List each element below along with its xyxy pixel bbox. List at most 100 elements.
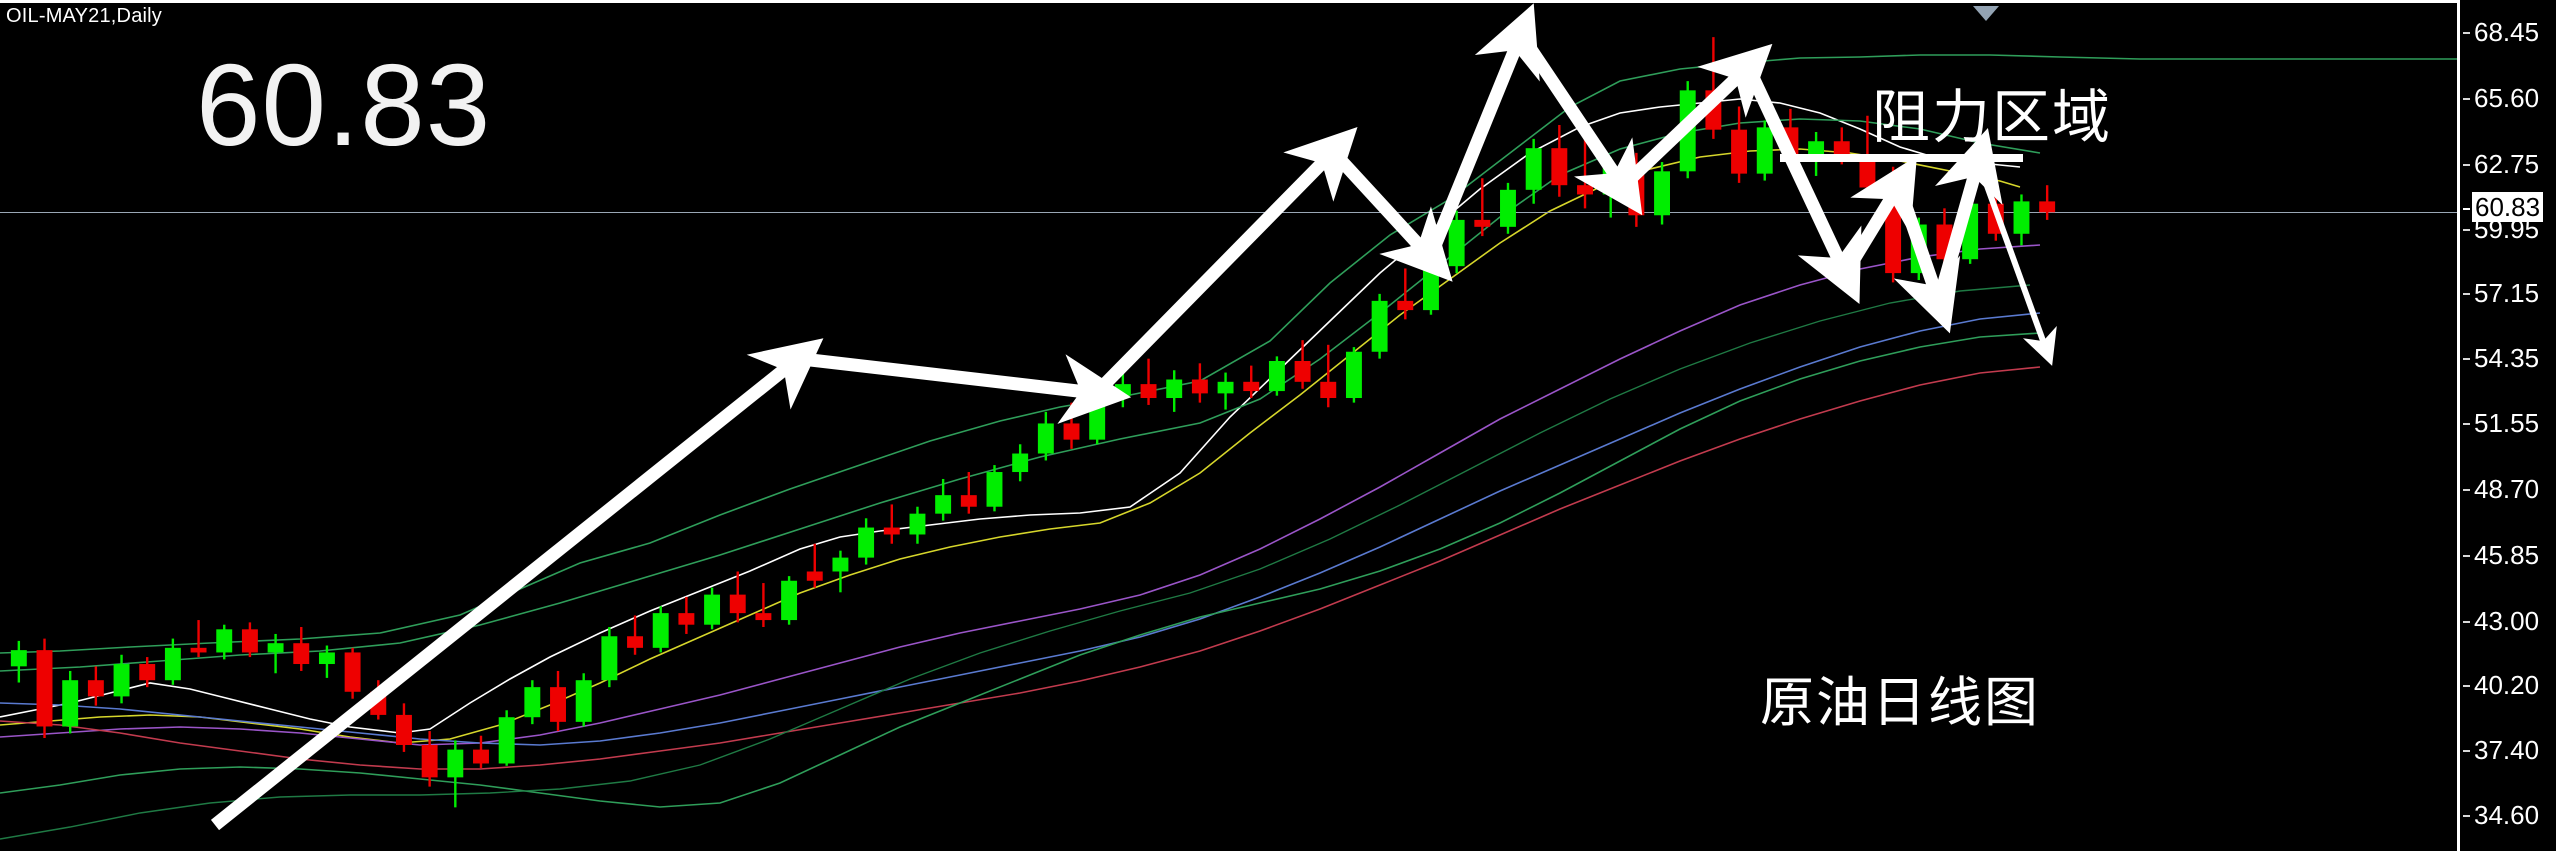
candle-body (498, 717, 515, 764)
candle[interactable] (1448, 210, 1465, 274)
candle[interactable] (164, 638, 181, 685)
candle-body (1320, 381, 1337, 399)
candle-body (1731, 129, 1748, 174)
candle-body (241, 629, 258, 653)
candle[interactable] (1166, 370, 1183, 412)
candle[interactable] (1500, 182, 1516, 234)
candle[interactable] (678, 596, 695, 634)
candle[interactable] (318, 645, 335, 678)
candle-body (575, 680, 592, 722)
swing-up-1 (1425, 3, 1540, 256)
candle[interactable] (241, 622, 258, 658)
candle[interactable] (10, 640, 27, 683)
candle[interactable] (1551, 125, 1568, 197)
candle[interactable] (960, 472, 977, 514)
candle[interactable] (2013, 194, 2030, 246)
candle[interactable] (421, 731, 438, 787)
price-axis[interactable]: 68.45 65.60 62.75 59.95 57.15 54.35 51.55 48.70… (2463, 0, 2556, 851)
tick-mark (2463, 97, 2470, 100)
candle[interactable] (1217, 372, 1234, 410)
candle[interactable] (1191, 363, 1208, 403)
candle[interactable] (216, 624, 233, 660)
candle[interactable] (1037, 411, 1054, 461)
candle-body (139, 664, 156, 681)
candle[interactable] (806, 543, 823, 588)
candle-body (1551, 148, 1568, 186)
candle-body (1140, 384, 1157, 399)
tick-mark (2463, 815, 2470, 817)
candle[interactable] (1012, 444, 1029, 482)
candle-body (190, 647, 207, 653)
tick-mark (2463, 750, 2470, 753)
candle[interactable] (575, 673, 592, 727)
candle[interactable] (627, 615, 643, 655)
candle[interactable] (113, 654, 130, 704)
current-price-line (0, 212, 2457, 214)
candle[interactable] (1243, 365, 1260, 399)
candle[interactable] (524, 680, 541, 725)
candle-body (935, 495, 952, 514)
candle[interactable] (883, 504, 900, 544)
candle[interactable] (935, 478, 952, 521)
candle[interactable] (267, 633, 284, 674)
candle[interactable] (1345, 347, 1362, 403)
chart-plot-area[interactable]: OIL-MAY21,Daily 60.83 阻力区域 原油日线图 (0, 0, 2460, 851)
tick-mark (2463, 554, 2470, 557)
candle[interactable] (1756, 120, 1773, 181)
candle[interactable] (1294, 340, 1311, 389)
resistance-zone-line (1780, 154, 2023, 162)
candle[interactable] (190, 620, 207, 658)
candle[interactable] (1525, 138, 1542, 204)
candle[interactable] (1731, 106, 1748, 183)
candle-body (1756, 127, 1773, 174)
candle-body (1268, 360, 1285, 392)
resistance-zone-label: 阻力区域 (1872, 83, 2113, 151)
candle[interactable] (1320, 344, 1337, 408)
candle-body (87, 680, 104, 697)
candle[interactable] (1474, 178, 1491, 237)
candle[interactable] (704, 587, 721, 630)
forecast-down-arrow (1975, 159, 2057, 366)
candle[interactable] (1654, 162, 1670, 225)
swing-down-4 (1893, 186, 1961, 334)
candle[interactable] (473, 735, 489, 769)
candle-body (2039, 201, 2056, 213)
candle[interactable] (832, 550, 849, 593)
candle[interactable] (344, 647, 361, 699)
candle[interactable] (652, 606, 669, 653)
tick-mark (2463, 685, 2470, 688)
candle[interactable] (139, 657, 156, 688)
candle-body (1217, 381, 1234, 394)
tick-mark (2463, 293, 2470, 296)
candle[interactable] (858, 518, 875, 565)
candle[interactable] (729, 571, 746, 623)
current-price-label: 60.83 (2472, 192, 2544, 223)
candle[interactable] (1268, 356, 1285, 396)
candle[interactable] (498, 710, 515, 766)
candle[interactable] (2039, 185, 2056, 220)
candle-body (473, 749, 489, 764)
candle[interactable] (62, 670, 79, 734)
candle[interactable] (293, 627, 310, 671)
candle[interactable] (87, 666, 104, 706)
candle[interactable] (447, 740, 464, 808)
candle-body (832, 557, 849, 572)
candle[interactable] (1140, 358, 1157, 405)
candle[interactable] (36, 638, 53, 739)
ma-green-slow-line (0, 284, 2031, 840)
candle-body (883, 527, 900, 535)
swing-down-2 (1518, 35, 1643, 216)
candle[interactable] (909, 506, 926, 544)
candle-body (704, 594, 721, 625)
candle[interactable] (755, 583, 772, 628)
candle[interactable] (550, 670, 566, 732)
tick-mark (2463, 208, 2470, 211)
candle[interactable] (601, 627, 618, 688)
candle[interactable] (1371, 293, 1388, 359)
candle-body (267, 643, 284, 653)
candle-body (1397, 300, 1414, 311)
candle[interactable] (396, 703, 412, 752)
candle-body (858, 527, 875, 558)
candle[interactable] (986, 465, 1003, 512)
candle[interactable] (781, 576, 798, 625)
